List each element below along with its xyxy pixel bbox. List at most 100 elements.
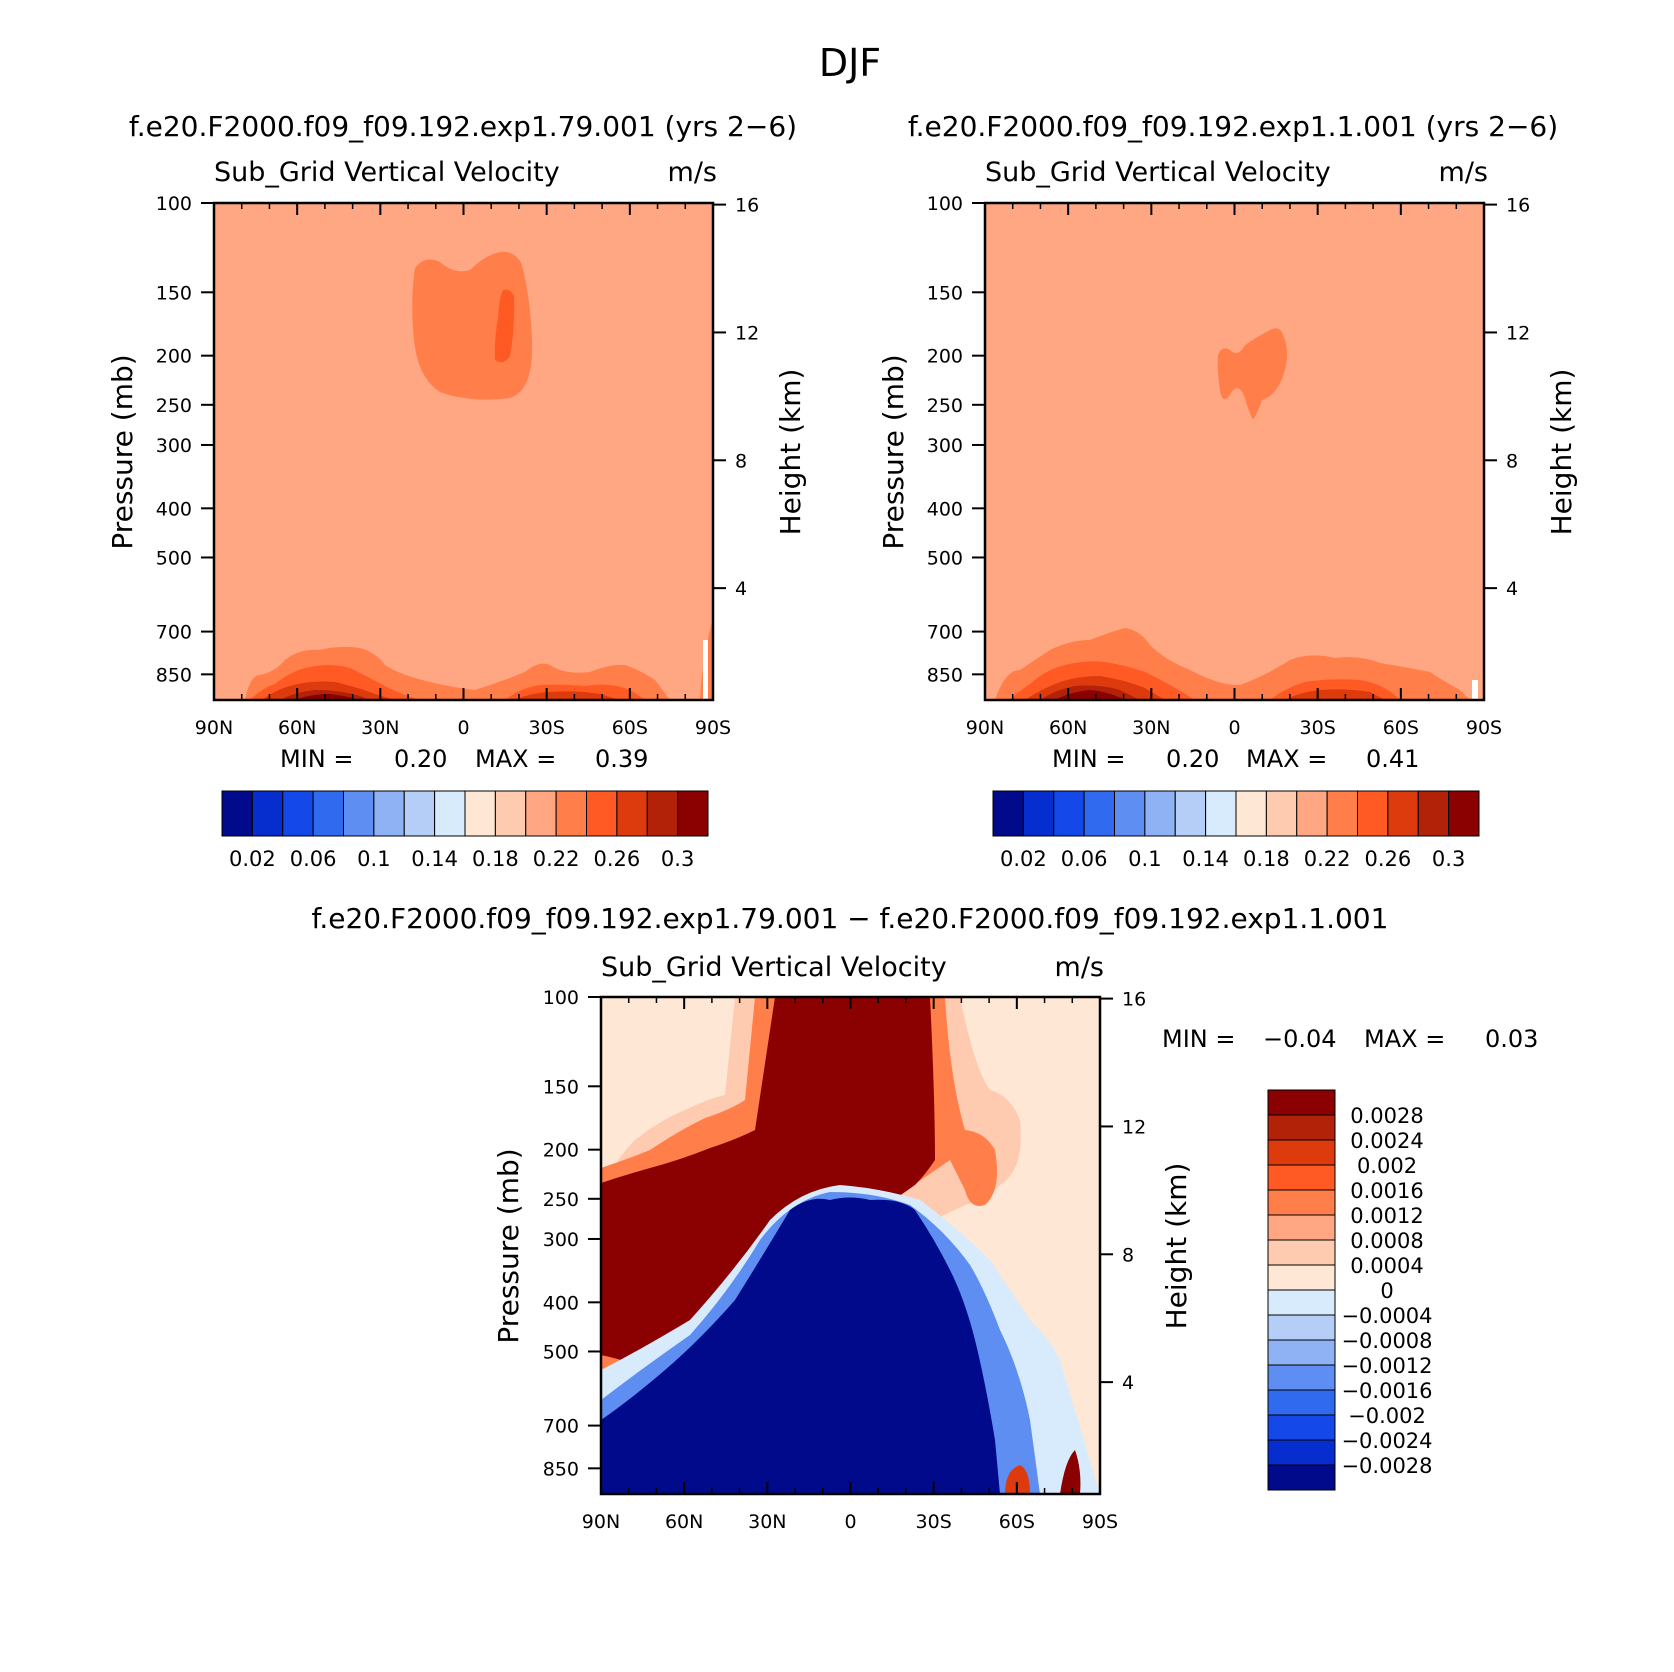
y-tick-label: 100 [927,193,963,215]
colorbar-swatch [677,790,709,837]
diff-units-label: m/s [1055,952,1104,983]
colorbar-swatch [1267,1214,1336,1241]
colorbar-swatch [586,790,618,837]
right-variable-label: Sub_Grid Vertical Velocity [985,157,1331,188]
diff-max-label: MAX = [1364,1025,1445,1053]
colorbar-swatch [403,790,436,837]
colorbar-swatch [1267,1364,1336,1391]
y-tick-label: 300 [156,435,192,457]
y-tick-label: 300 [927,435,963,457]
colorbar-label: 0.06 [290,847,337,871]
colorbar-swatch [1387,790,1419,837]
colorbar-swatch [464,790,496,837]
right-contour-field [985,203,1484,700]
colorbar-label: 0.0004 [1350,1254,1423,1278]
x-tick-label: 60N [278,717,316,739]
colorbar-swatch [1205,790,1237,837]
x-tick-label: 60S [612,717,648,739]
colorbar-swatch [221,790,253,837]
colorbar-label: 0.0012 [1350,1204,1423,1228]
colorbar-label: 0.26 [593,847,640,871]
y-tick-label: 300 [543,1229,579,1251]
right-min-label: MIN = [1052,745,1125,773]
x-tick-label: 30N [1132,717,1170,739]
left-units-label: m/s [668,157,717,188]
right-y2label: Height (km) [1545,369,1578,536]
diff-ylabel: Pressure (mb) [492,1148,525,1343]
left-variable-label: Sub_Grid Vertical Velocity [214,157,560,188]
right-max-value: 0.41 [1366,745,1419,773]
x-tick-label: 90N [582,1511,620,1533]
colorbar-swatch [1114,790,1146,837]
y-tick-label: 700 [156,622,192,644]
colorbar-label: 0.18 [1243,847,1290,871]
colorbar-label: 0.18 [472,847,519,871]
right-case-title: f.e20.F2000.f09_f09.192.exp1.1.001 (yrs … [908,110,1558,143]
y-tick-label: 250 [927,395,963,417]
y-tick-label: 150 [156,282,192,304]
diff-tropical-dark-blue [601,1197,1000,1494]
colorbar-swatch [1267,1389,1336,1416]
colorbar-label: −0.0016 [1341,1379,1432,1403]
right-upper-max-region [1217,328,1288,420]
left-colorbar: 0.02 0.06 0.1 0.14 0.18 0.22 0.26 0.3 [221,790,709,871]
y2-tick-label: 16 [1506,195,1530,217]
colorbar-swatch [1053,790,1085,837]
colorbar-label: 0.1 [1128,847,1161,871]
colorbar-label: 0.3 [1432,847,1465,871]
colorbar-swatch [1144,790,1176,837]
left-upper-max-region [412,251,533,400]
right-units-label: m/s [1439,157,1488,188]
colorbar-swatch [1267,1289,1336,1316]
colorbar-swatch [1267,1464,1336,1491]
colorbar-label: 0.3 [661,847,694,871]
diff-min-value: −0.04 [1263,1025,1337,1053]
y-tick-label: 850 [927,664,963,686]
colorbar-swatch [1357,790,1389,837]
colorbar-label: 0.06 [1061,847,1108,871]
left-axes: 90N 60N 30N 0 30S 60S 90S 100 150 200 250 300 400 500… [156,193,759,739]
x-tick-label: 30N [748,1511,786,1533]
colorbar-swatch [1267,1314,1336,1341]
y2-tick-label: 4 [735,578,747,600]
right-background-field [985,203,1484,700]
left-bl-level-5 [295,694,358,700]
right-ylabel: Pressure (mb) [877,354,910,549]
x-tick-label: 60N [1049,717,1087,739]
y-tick-label: 150 [543,1076,579,1098]
colorbar-label: −0.0028 [1341,1454,1432,1478]
diff-colorbar: 0.00280.00240.0020.00160.00120.00080.000… [1267,1089,1433,1491]
x-tick-label: 60N [665,1511,703,1533]
colorbar-swatch [494,790,527,837]
colorbar-swatch [1448,790,1480,837]
right-axes: 90N 60N 30N 0 30S 60S 90S 100 150 200 250 300 400 500… [927,193,1530,739]
colorbar-label: 0 [1380,1279,1393,1303]
right-colorbar: 0.02 0.06 0.1 0.14 0.18 0.22 0.26 0.3 [992,790,1480,871]
colorbar-swatch [1083,790,1115,837]
colorbar-swatch [1267,1264,1336,1291]
colorbar-label: −0.0004 [1341,1304,1432,1328]
colorbar-label: 0.26 [1364,847,1411,871]
colorbar-swatch [1417,790,1450,837]
colorbar-label: 0.0024 [1350,1129,1423,1153]
x-tick-label: 90S [1466,717,1502,739]
diff-dark-red [601,997,935,1370]
colorbar-label: 0.0016 [1350,1179,1423,1203]
left-case-title: f.e20.F2000.f09_f09.192.exp1.79.001 (yrs… [129,110,797,143]
y2-tick-label: 4 [1506,578,1518,600]
colorbar-label: 0.14 [1182,847,1229,871]
y-tick-label: 200 [543,1140,579,1162]
colorbar-swatch [555,790,587,837]
y2-tick-label: 8 [1506,450,1518,472]
colorbar-swatch [1235,790,1267,837]
x-tick-label: 60S [999,1511,1035,1533]
x-tick-label: 90S [695,717,731,739]
colorbar-swatch [1022,790,1055,837]
x-tick-label: 30N [361,717,399,739]
colorbar-swatch [1267,1339,1336,1366]
colorbar-swatch [525,790,557,837]
colorbar-swatch [1267,1439,1336,1466]
diff-case-title: f.e20.F2000.f09_f09.192.exp1.79.001 − f.… [312,902,1389,935]
x-tick-label: 30S [916,1511,952,1533]
colorbar-label: −0.0024 [1341,1429,1432,1453]
